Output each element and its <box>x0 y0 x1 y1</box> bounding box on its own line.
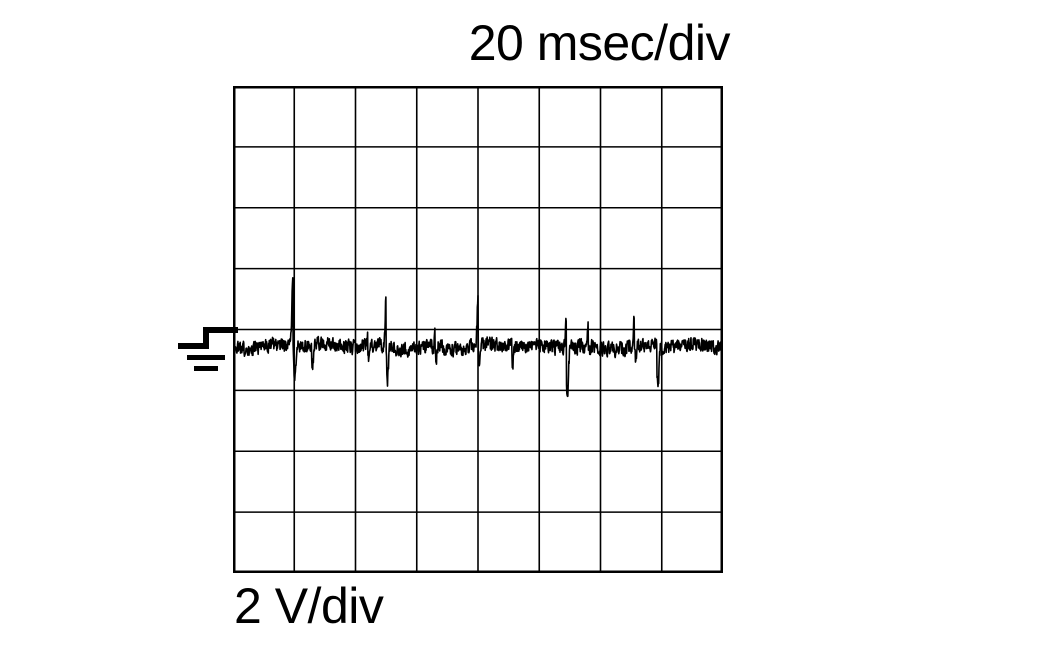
grid-lines <box>233 86 723 573</box>
waveform-trace <box>233 277 723 398</box>
graticule-svg <box>233 86 723 573</box>
ground-reference-marker <box>176 324 238 376</box>
vertical-scale-label: 2 V/div <box>234 578 384 634</box>
ground-symbol-icon <box>178 326 238 371</box>
ground-bar-2 <box>194 365 218 371</box>
waveform-path <box>233 277 723 398</box>
timebase-label: 20 msec/div <box>468 15 731 71</box>
ground-bar-1 <box>187 354 225 360</box>
ground-lead <box>178 326 238 349</box>
graticule-display <box>233 86 723 573</box>
